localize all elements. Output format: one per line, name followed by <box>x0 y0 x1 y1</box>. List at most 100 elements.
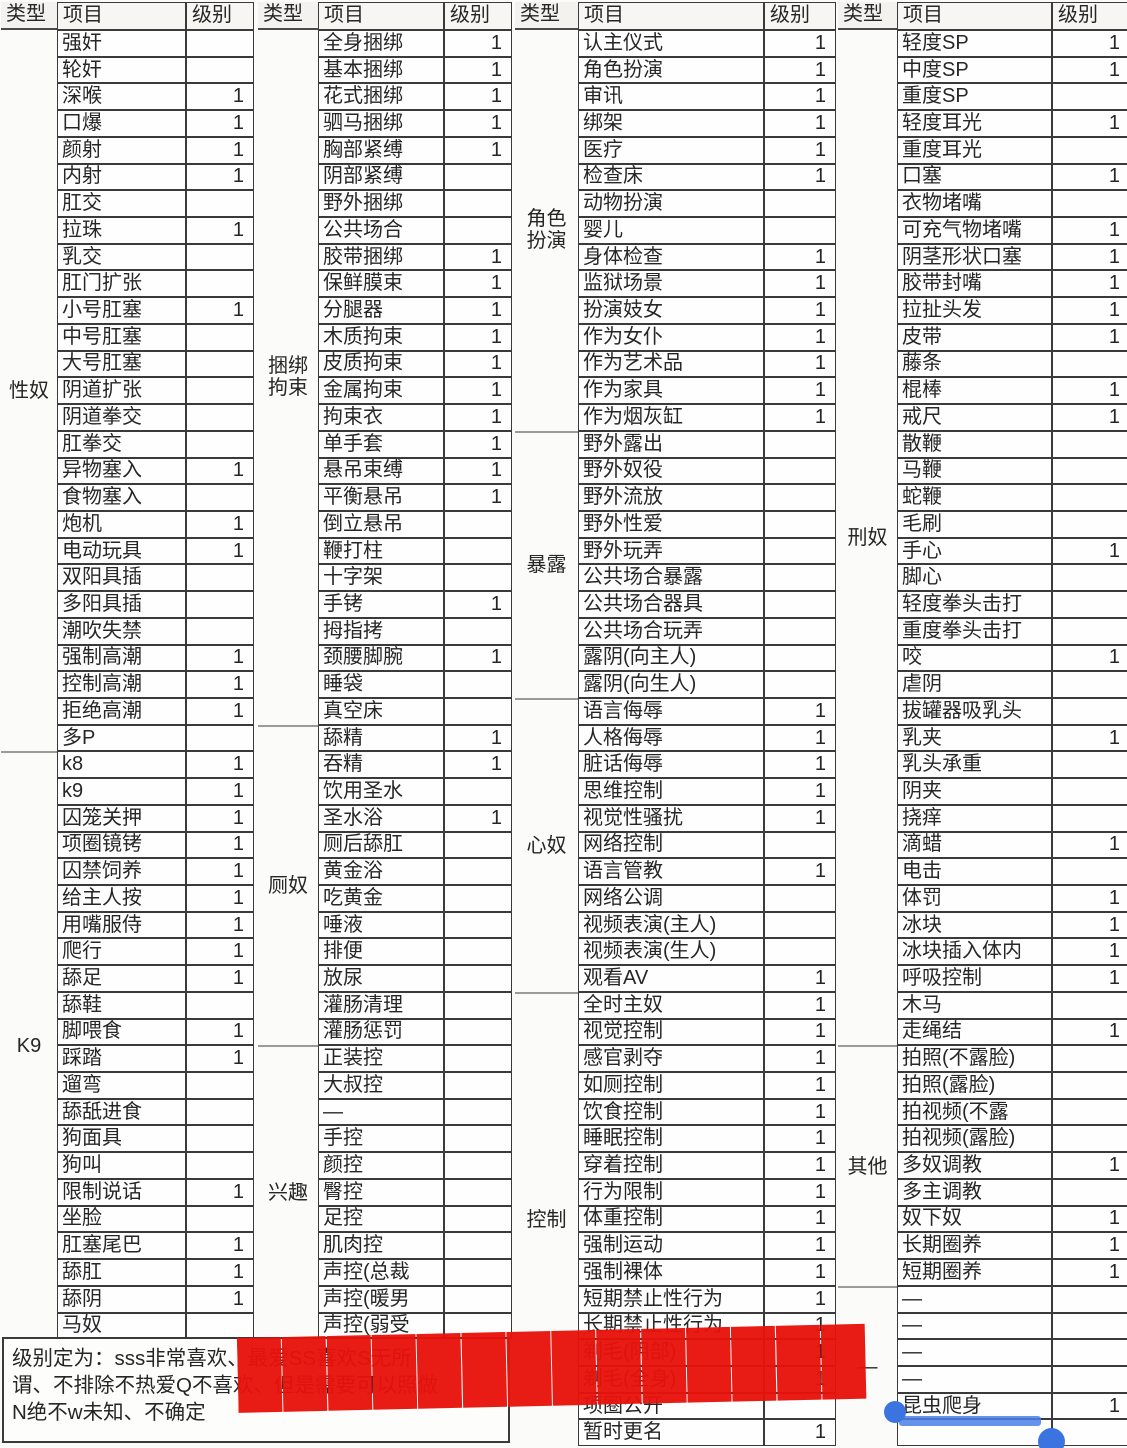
item-cell[interactable]: 肛拳交 <box>57 430 186 458</box>
item-cell[interactable]: 手铐 <box>318 591 444 618</box>
item-cell[interactable]: 马奴 <box>57 1312 186 1340</box>
item-cell[interactable]: 剃毛(阴部) <box>578 1339 764 1366</box>
item-cell[interactable]: 大叔控 <box>318 1072 444 1099</box>
level-cell[interactable]: 1 <box>764 778 836 805</box>
level-cell[interactable] <box>1052 510 1127 538</box>
level-cell[interactable] <box>444 1178 512 1206</box>
level-cell[interactable]: 1 <box>764 724 836 752</box>
level-cell[interactable] <box>1052 591 1127 618</box>
item-cell[interactable]: 唾液 <box>318 911 444 939</box>
level-cell[interactable]: 1 <box>186 965 254 992</box>
item-cell[interactable]: 观看AV <box>578 965 764 992</box>
item-cell[interactable]: 声控(暖男 <box>318 1285 444 1313</box>
item-cell[interactable]: 拍照(不露脸) <box>897 1045 1052 1073</box>
level-cell[interactable] <box>764 1392 836 1420</box>
item-cell[interactable]: 吞精 <box>318 751 444 779</box>
item-cell[interactable]: 视觉控制 <box>578 1018 764 1046</box>
level-cell[interactable] <box>1052 804 1127 832</box>
level-cell[interactable] <box>764 217 836 244</box>
level-cell[interactable]: 1 <box>1052 1205 1127 1233</box>
item-cell[interactable]: 肛门扩张 <box>57 270 186 298</box>
item-cell[interactable]: 小号肛塞 <box>57 297 186 324</box>
level-cell[interactable] <box>1052 1098 1127 1126</box>
level-cell[interactable] <box>1052 457 1127 485</box>
level-cell[interactable]: 1 <box>764 1072 836 1099</box>
level-cell[interactable] <box>1052 484 1127 511</box>
item-cell[interactable]: 网络控制 <box>578 831 764 859</box>
item-cell[interactable]: 拉珠 <box>57 217 186 244</box>
level-cell[interactable]: 1 <box>1052 217 1127 244</box>
item-cell[interactable]: 露阴(向生人) <box>578 671 764 698</box>
item-cell[interactable]: 阴部紧缚 <box>318 163 444 191</box>
item-cell[interactable]: 暂时更名 <box>578 1419 764 1447</box>
item-cell[interactable]: 轻度耳光 <box>897 110 1052 137</box>
level-cell[interactable] <box>186 190 254 218</box>
level-cell[interactable] <box>1052 751 1127 779</box>
item-cell[interactable]: 肛塞尾巴 <box>57 1232 186 1260</box>
item-cell[interactable]: 野外流放 <box>578 484 764 511</box>
level-cell[interactable] <box>1052 350 1127 378</box>
level-cell[interactable]: 1 <box>444 110 512 137</box>
level-cell[interactable] <box>444 1259 512 1286</box>
item-cell[interactable]: 异物塞入 <box>57 457 186 485</box>
item-cell[interactable]: 感官剥夺 <box>578 1045 764 1073</box>
level-cell[interactable]: 1 <box>1052 537 1127 565</box>
item-cell[interactable]: 冰块 <box>897 911 1052 939</box>
item-cell[interactable]: 乳夹 <box>897 724 1052 752</box>
item-cell[interactable]: 狗叫 <box>57 1152 186 1179</box>
item-cell[interactable]: 阴道扩张 <box>57 377 186 405</box>
level-cell[interactable]: 1 <box>764 965 836 992</box>
item-cell[interactable]: — <box>897 1365 1052 1393</box>
item-cell[interactable]: 短期圈养 <box>897 1259 1052 1286</box>
item-cell[interactable]: 胶带捆绑 <box>318 243 444 271</box>
level-cell[interactable] <box>186 404 254 431</box>
item-cell[interactable]: 圣水浴 <box>318 804 444 832</box>
level-cell[interactable] <box>1052 430 1127 458</box>
item-cell[interactable]: 臀控 <box>318 1178 444 1206</box>
item-cell[interactable]: 悬吊束缚 <box>318 457 444 485</box>
level-cell[interactable]: 1 <box>764 1125 836 1153</box>
level-cell[interactable]: 1 <box>1052 377 1127 405</box>
item-cell[interactable]: 中号肛塞 <box>57 323 186 351</box>
level-cell[interactable]: 1 <box>764 163 836 191</box>
level-cell[interactable] <box>186 724 254 752</box>
level-cell[interactable]: 1 <box>1052 404 1127 431</box>
level-cell[interactable]: 1 <box>764 297 836 324</box>
level-cell[interactable] <box>764 617 836 645</box>
item-cell[interactable]: 控制高潮 <box>57 671 186 698</box>
level-cell[interactable]: 1 <box>764 270 836 298</box>
level-cell[interactable]: 1 <box>764 804 836 832</box>
item-cell[interactable]: 拍视频(不露 <box>897 1098 1052 1126</box>
item-cell[interactable]: 体重控制 <box>578 1205 764 1233</box>
item-cell[interactable]: 阴夹 <box>897 778 1052 805</box>
level-cell[interactable] <box>1052 617 1127 645</box>
level-cell[interactable]: 1 <box>1052 1259 1127 1286</box>
level-cell[interactable] <box>764 564 836 592</box>
item-cell[interactable]: k9 <box>57 778 186 805</box>
item-cell[interactable]: 藤条 <box>897 350 1052 378</box>
level-cell[interactable] <box>444 537 512 565</box>
level-cell[interactable] <box>764 911 836 939</box>
level-cell[interactable] <box>1052 136 1127 164</box>
level-cell[interactable] <box>1052 1285 1127 1313</box>
item-cell[interactable]: 十字架 <box>318 564 444 592</box>
item-cell[interactable]: 拍视频(露脸) <box>897 1125 1052 1153</box>
level-cell[interactable]: 1 <box>186 537 254 565</box>
level-cell[interactable]: 1 <box>186 1018 254 1046</box>
item-cell[interactable]: 认主仪式 <box>578 30 764 57</box>
item-cell[interactable]: 医疗 <box>578 136 764 164</box>
level-cell[interactable] <box>444 217 512 244</box>
level-cell[interactable] <box>444 1072 512 1099</box>
item-cell[interactable]: 散鞭 <box>897 430 1052 458</box>
level-cell[interactable]: 1 <box>444 404 512 431</box>
level-cell[interactable]: 1 <box>186 804 254 832</box>
level-cell[interactable]: 1 <box>764 136 836 164</box>
item-cell[interactable]: 语言侮辱 <box>578 697 764 725</box>
level-cell[interactable]: 1 <box>186 136 254 164</box>
item-cell[interactable]: 舔精 <box>318 724 444 752</box>
item-cell[interactable]: 人格侮辱 <box>578 724 764 752</box>
item-cell[interactable]: 婴儿 <box>578 217 764 244</box>
level-cell[interactable]: 1 <box>764 1152 836 1179</box>
level-cell[interactable] <box>764 457 836 485</box>
item-cell[interactable]: 轻度SP <box>897 30 1052 57</box>
